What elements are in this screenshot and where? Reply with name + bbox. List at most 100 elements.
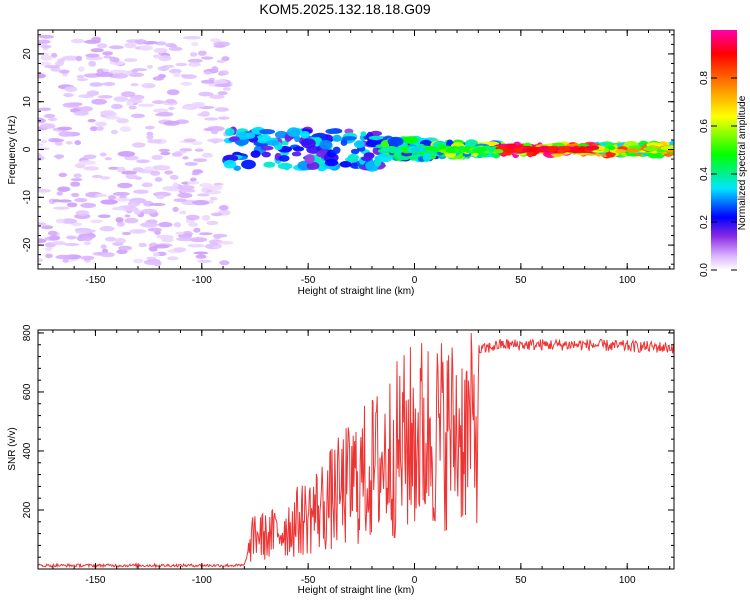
spectrogram-blob <box>107 195 117 200</box>
spectrogram-blob <box>43 113 56 119</box>
spectrogram-blob <box>164 170 174 175</box>
spectrogram-blob <box>151 154 163 161</box>
spectrogram-blob <box>38 73 46 79</box>
spectrogram-ridge <box>475 148 484 153</box>
spectrogram-blob <box>73 173 82 178</box>
spectrogram-blob <box>172 206 179 212</box>
spectrogram-blob <box>38 118 46 124</box>
x-tick-label: -50 <box>301 575 316 586</box>
spectrogram-blob <box>294 135 301 143</box>
spectrogram-blob <box>140 222 159 228</box>
spectrogram-blob <box>250 150 261 158</box>
spectrogram-blob <box>422 153 432 162</box>
spectrogram-blob <box>216 59 226 64</box>
spectrogram-blob <box>153 244 170 249</box>
spectrogram-blob <box>133 258 144 264</box>
spectrogram-blob <box>144 166 154 171</box>
spectrogram-blob <box>38 143 44 147</box>
spectrogram-blob <box>83 241 91 246</box>
spectrogram-blob <box>38 34 55 39</box>
y-tick-label: -10 <box>22 190 33 205</box>
spectrogram-blob <box>117 151 136 157</box>
x-tick-label: 100 <box>619 575 636 586</box>
spectrogram-blob <box>48 235 61 241</box>
spectrogram-blob <box>199 232 213 236</box>
spectrogram-blob <box>83 166 99 171</box>
spectrogram-blob <box>56 191 63 196</box>
spectrogram-blob <box>153 47 168 54</box>
spectrogram-blob <box>191 172 200 176</box>
spectrogram-blob <box>109 56 117 62</box>
spectrogram-blob <box>195 254 207 259</box>
y-tick-label: 20 <box>22 48 33 60</box>
spectrogram-blob <box>129 229 147 234</box>
spectrogram-blob <box>225 128 235 136</box>
spectrogram-blob <box>146 41 158 45</box>
spectrogram-blob <box>210 212 223 217</box>
spectrogram-blob <box>179 148 193 152</box>
spectrogram-blob <box>116 118 129 124</box>
spectrogram-blob <box>291 151 302 157</box>
spectrogram-blob <box>102 111 117 117</box>
spectrogram-blob <box>183 138 197 143</box>
spectrogram-blob <box>222 87 231 91</box>
spectrogram-blob <box>103 55 112 59</box>
spectrogram-blob <box>64 86 78 92</box>
figure-title: KOM5.2025.132.18.18.G09 <box>259 1 430 17</box>
spectrogram-blob <box>70 178 83 182</box>
spectrogram-blob <box>163 120 180 126</box>
spectrogram-blob <box>219 205 229 211</box>
spectrogram-blob <box>155 195 165 200</box>
colorbar-tick-label: 0.0 <box>699 263 710 277</box>
spectrogram-blob <box>96 126 104 131</box>
spectrogram-blob <box>100 244 107 250</box>
spectrogram-blob <box>332 146 341 154</box>
spectrogram-blob <box>181 106 194 110</box>
spectrogram-blob <box>135 159 150 164</box>
spectrogram-blob <box>193 227 201 233</box>
spectrogram-blob <box>274 130 288 139</box>
spectrogram-blob <box>167 256 179 261</box>
spectrogram-blob <box>85 53 100 58</box>
spectrogram-blob <box>171 152 183 157</box>
spectrogram-ridge <box>609 145 616 151</box>
spectrogram-blob <box>204 117 219 121</box>
spectrogram-blob <box>74 140 81 146</box>
spectrogram-blob <box>127 200 140 207</box>
spectrogram-ridge <box>393 148 403 154</box>
spectrogram-blob <box>361 156 372 162</box>
spectrogram-blob <box>95 121 107 127</box>
spectrogram-blob <box>75 55 83 62</box>
spectrogram-blob <box>115 217 124 223</box>
spectrogram-blob <box>155 41 167 46</box>
spectrogram-blob <box>180 81 193 86</box>
spectrogram-blob <box>101 248 109 254</box>
snr-panel: -150 -100 -50 0 50 100 200 400 600 800 Height of … <box>7 324 675 596</box>
spectrogram-blob <box>38 222 46 226</box>
spectrogram-blob <box>90 219 103 224</box>
spectrogram-blob <box>200 111 210 117</box>
spectrogram-blob <box>172 182 179 189</box>
spectrogram-blob <box>39 123 56 129</box>
spectrogram-blob <box>209 94 225 100</box>
spectrogram-blob <box>41 139 48 144</box>
x-tick-label: -150 <box>85 575 105 586</box>
spectrogram-blob <box>89 126 98 132</box>
spectrogram-blob <box>54 141 63 146</box>
spectrogram-blob <box>111 72 128 79</box>
spectrogram-blob <box>146 134 154 140</box>
spectrogram-blob <box>100 252 115 258</box>
spectrogram-blob <box>98 95 113 99</box>
spectrogram-ridge <box>445 148 456 153</box>
spectrogram-blob <box>134 176 142 180</box>
spectrogram-blob <box>223 159 237 169</box>
spectrogram-blob <box>39 52 50 56</box>
y-tick-label: 600 <box>22 383 33 400</box>
spectrogram-blob <box>70 38 85 44</box>
spectrogram-blob <box>141 182 153 188</box>
spectrogram-blob <box>50 241 67 246</box>
spectrogram-blob <box>76 78 88 82</box>
spectrogram-blob <box>57 186 71 192</box>
colorbar-tick-label: 0.2 <box>699 215 710 229</box>
spectrogram-blob <box>177 192 193 199</box>
